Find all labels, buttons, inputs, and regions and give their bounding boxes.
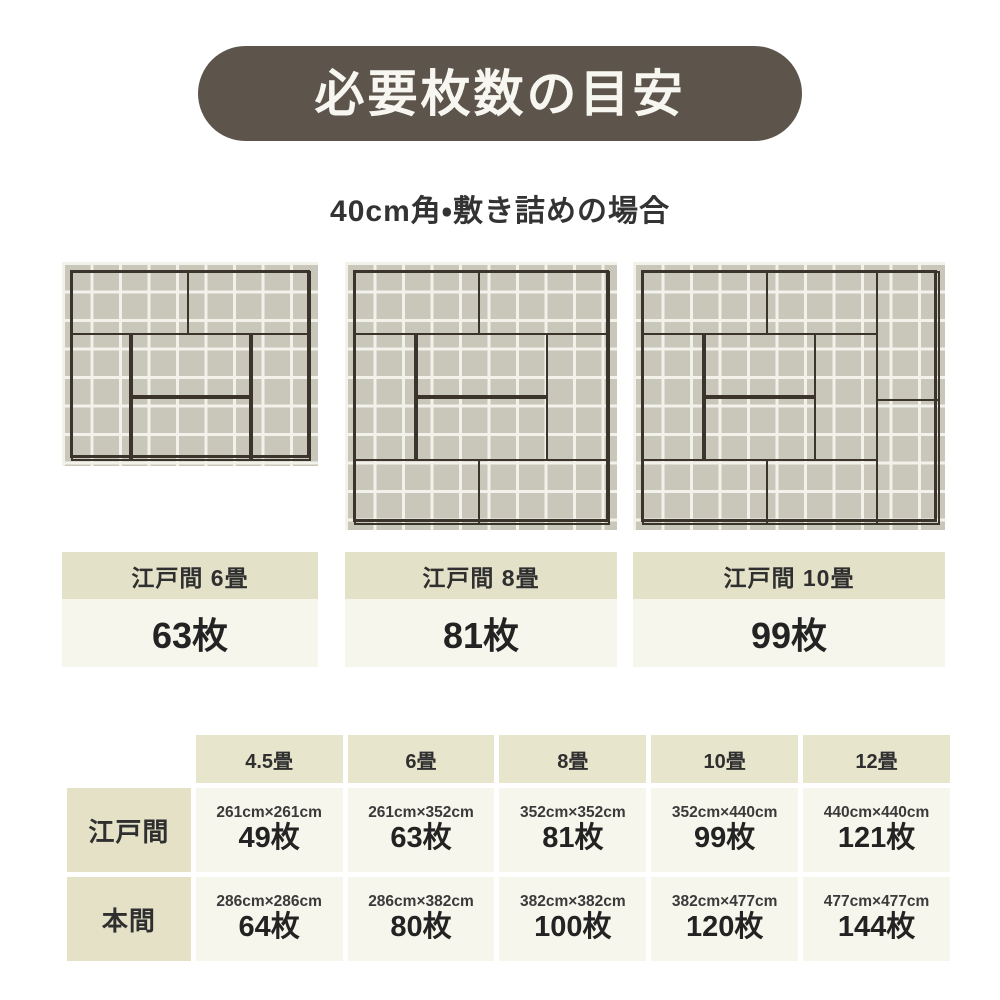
table-cell: 261cm×352cm 63枚 bbox=[347, 788, 495, 872]
cell-dimensions: 286cm×286cm bbox=[216, 893, 322, 911]
cell-quantity: 80枚 bbox=[390, 911, 452, 944]
cell-dimensions: 261cm×261cm bbox=[216, 804, 322, 822]
tatami-mat bbox=[876, 399, 940, 525]
table-column-header: 12畳 bbox=[803, 735, 950, 783]
page-title: 必要枚数の目安 bbox=[314, 65, 686, 122]
table-cell: 382cm×477cm 120枚 bbox=[651, 877, 799, 961]
tatami-mat bbox=[129, 395, 253, 461]
tatami-mat bbox=[642, 271, 768, 335]
tatami-mat bbox=[766, 459, 878, 525]
tatami-mat bbox=[129, 333, 253, 399]
cell-quantity: 49枚 bbox=[238, 822, 300, 855]
page-title-pill: 必要枚数の目安 bbox=[198, 46, 802, 141]
card-body: 81枚 bbox=[345, 599, 617, 667]
cell-quantity: 81枚 bbox=[542, 822, 604, 855]
cell-dimensions: 352cm×352cm bbox=[520, 804, 626, 822]
tatami-mat bbox=[71, 271, 189, 335]
tatami-mat bbox=[249, 333, 311, 461]
size-quantity-table: 4.5畳 6畳 8畳 10畳 12畳 江戸間 261cm×261cm 49枚 2… bbox=[62, 730, 955, 966]
tatami-mat bbox=[71, 333, 133, 461]
card-body: 99枚 bbox=[633, 599, 945, 667]
card-label: 江戸間 8畳 bbox=[422, 564, 540, 591]
room-outline-8jo bbox=[353, 270, 610, 525]
cell-dimensions: 382cm×382cm bbox=[520, 893, 626, 911]
room-layout-diagrams bbox=[0, 258, 1000, 538]
cell-dimensions: 352cm×440cm bbox=[671, 804, 778, 822]
table-cell: 352cm×352cm 81枚 bbox=[499, 788, 647, 872]
diagram-edoma-6jo bbox=[62, 262, 318, 466]
tatami-mat bbox=[642, 459, 768, 525]
table-row: 江戸間 261cm×261cm 49枚 261cm×352cm 63枚 352c… bbox=[67, 788, 950, 872]
tatami-mat bbox=[354, 459, 480, 525]
table-row-header-honma: 本間 bbox=[67, 877, 191, 961]
summary-card-6jo: 江戸間 6畳 63枚 bbox=[62, 552, 318, 667]
diagram-edoma-8jo bbox=[345, 262, 617, 530]
tatami-mat bbox=[414, 395, 548, 461]
room-outline-6jo bbox=[70, 270, 311, 461]
tatami-mat bbox=[766, 271, 878, 335]
cell-dimensions: 286cm×382cm bbox=[368, 893, 474, 911]
cell-dimensions: 477cm×477cm bbox=[823, 893, 930, 911]
table-cell: 440cm×440cm 121枚 bbox=[803, 788, 950, 872]
summary-card-8jo: 江戸間 8畳 81枚 bbox=[345, 552, 617, 667]
card-header: 江戸間 8畳 bbox=[345, 552, 617, 599]
cell-quantity: 100枚 bbox=[534, 911, 612, 944]
tatami-mat bbox=[354, 333, 418, 461]
summary-card-10jo: 江戸間 10畳 99枚 bbox=[633, 552, 945, 667]
table-corner-cell bbox=[67, 735, 191, 783]
cell-quantity: 99枚 bbox=[694, 822, 756, 855]
table-cell: 477cm×477cm 144枚 bbox=[803, 877, 950, 961]
tatami-mat bbox=[702, 333, 816, 399]
cell-dimensions: 382cm×477cm bbox=[671, 893, 778, 911]
table-cell: 286cm×382cm 80枚 bbox=[347, 877, 495, 961]
card-quantity: 63枚 bbox=[151, 615, 229, 656]
table-column-header: 10畳 bbox=[651, 735, 799, 783]
card-label: 江戸間 6畳 bbox=[131, 564, 249, 591]
card-body: 63枚 bbox=[62, 599, 318, 667]
summary-cards: 江戸間 6畳 63枚 江戸間 8畳 81枚 江戸間 10畳 99枚 bbox=[0, 552, 1000, 668]
floor-grid-8jo bbox=[345, 262, 617, 530]
table-row: 本間 286cm×286cm 64枚 286cm×382cm 80枚 382cm… bbox=[67, 877, 950, 961]
floor-grid-6jo bbox=[62, 262, 318, 466]
table-column-header: 6畳 bbox=[347, 735, 495, 783]
cell-quantity: 64枚 bbox=[238, 911, 300, 944]
table-header-row: 4.5畳 6畳 8畳 10畳 12畳 bbox=[67, 735, 950, 783]
cell-quantity: 144枚 bbox=[837, 911, 916, 944]
table-row-header-edoma: 江戸間 bbox=[67, 788, 191, 872]
tatami-mat bbox=[354, 271, 480, 335]
cell-quantity: 63枚 bbox=[390, 822, 452, 855]
tatami-mat bbox=[478, 459, 610, 525]
table-cell: 352cm×440cm 99枚 bbox=[651, 788, 799, 872]
card-label: 江戸間 10畳 bbox=[723, 564, 855, 591]
tatami-mat bbox=[478, 271, 610, 335]
tatami-mat bbox=[414, 333, 548, 399]
tatami-mat bbox=[702, 395, 816, 461]
tatami-mat bbox=[876, 271, 940, 401]
card-header: 江戸間 10畳 bbox=[633, 552, 945, 599]
card-quantity: 99枚 bbox=[750, 615, 828, 656]
page-subtitle: 40cm角・敷き詰めの場合 bbox=[330, 195, 670, 228]
cell-dimensions: 440cm×440cm bbox=[823, 804, 930, 822]
size-quantity-table-wrap: 4.5畳 6畳 8畳 10畳 12畳 江戸間 261cm×261cm 49枚 2… bbox=[62, 730, 955, 966]
diagram-edoma-10jo bbox=[633, 262, 945, 530]
table-column-header: 8畳 bbox=[499, 735, 647, 783]
tatami-mat bbox=[187, 271, 311, 335]
cell-quantity: 121枚 bbox=[837, 822, 916, 855]
tatami-mat bbox=[546, 333, 610, 461]
table-cell: 261cm×261cm 49枚 bbox=[195, 788, 343, 872]
card-quantity: 81枚 bbox=[442, 615, 520, 656]
table-cell: 286cm×286cm 64枚 bbox=[195, 877, 343, 961]
tatami-mat bbox=[642, 333, 706, 461]
room-outline-10jo bbox=[641, 270, 940, 525]
cell-quantity: 120枚 bbox=[685, 911, 764, 944]
card-header: 江戸間 6畳 bbox=[62, 552, 318, 599]
table-column-header: 4.5畳 bbox=[195, 735, 343, 783]
table-cell: 382cm×382cm 100枚 bbox=[499, 877, 647, 961]
cell-dimensions: 261cm×352cm bbox=[368, 804, 474, 822]
tatami-mat bbox=[814, 333, 878, 461]
